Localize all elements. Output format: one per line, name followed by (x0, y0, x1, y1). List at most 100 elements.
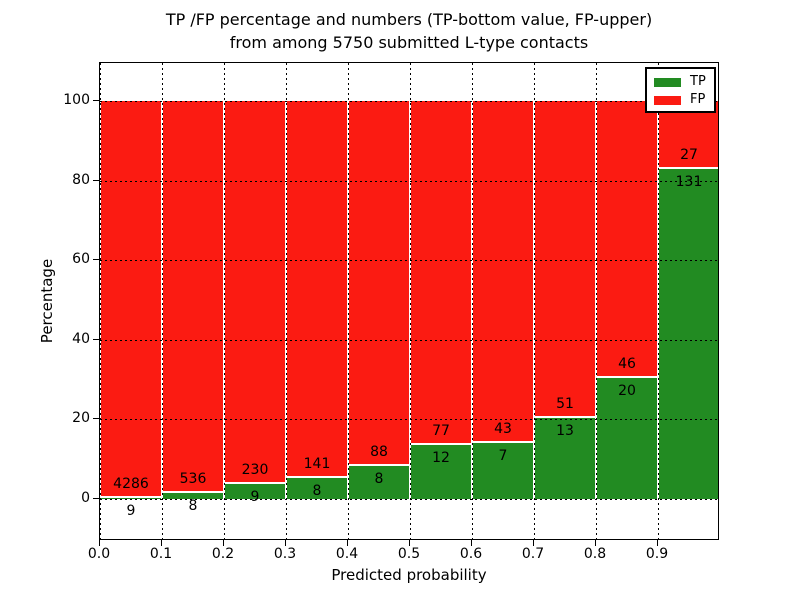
tp-bar-segment (473, 443, 533, 499)
x-tick-mark (471, 540, 472, 546)
fp-bar-segment (597, 101, 657, 377)
tp-count-label: 9 (126, 503, 136, 520)
y-gridline (100, 419, 718, 421)
y-tick-mark (93, 100, 99, 101)
plot-area: 4286 9 536 8 230 9 141 8 88 8 77 12 43 7 51 13 46 20 27 131 (99, 62, 719, 540)
plot-inner: 4286 9 536 8 230 9 141 8 88 8 77 12 43 7 51 13 46 20 27 131 (100, 63, 718, 539)
fp-count-label: 43 (494, 421, 512, 438)
y-tick-label: 60 (72, 251, 90, 268)
tp-bar-segment (101, 498, 161, 499)
y-gridline (100, 260, 718, 262)
x-gridline (472, 63, 473, 539)
fp-bar-segment (163, 101, 223, 492)
tp-bar-segment (163, 493, 223, 499)
legend-entry-fp: FP (654, 92, 714, 108)
y-tick-mark (93, 338, 99, 340)
fp-bar-segment (101, 101, 161, 497)
x-tick-label: 0.0 (87, 546, 111, 562)
x-tick-label: 0.2 (211, 546, 235, 562)
x-tick-label: 0.4 (335, 546, 359, 562)
y-tick-mark (93, 259, 99, 261)
x-tick-mark (595, 540, 596, 546)
fp-legend-swatch-icon (654, 95, 681, 105)
x-gridline (348, 63, 349, 539)
x-tick-mark (161, 540, 162, 546)
tp-bar-segment (659, 169, 718, 499)
x-tick-label: 0.9 (645, 546, 669, 562)
tp-bar-segment (411, 445, 471, 499)
x-tick-mark (99, 540, 100, 546)
x-tick-mark (347, 540, 348, 546)
tp-count-label: 12 (432, 450, 450, 467)
y-gridline (100, 101, 718, 102)
chart-title-line2: from among 5750 submitted L-type contact… (229, 33, 589, 52)
x-tick-label: 0.8 (583, 546, 607, 562)
fp-bar-segment (225, 101, 285, 482)
x-tick-label: 0.6 (459, 546, 483, 562)
x-gridline (224, 63, 225, 539)
tp-bar-segment (535, 418, 595, 499)
tp-bar-segment (597, 378, 657, 499)
x-tick-label: 0.3 (273, 546, 297, 562)
tp-count-label: 8 (188, 498, 198, 515)
fp-bar-segment (349, 101, 409, 464)
y-tick-mark (93, 498, 99, 499)
x-gridline (658, 63, 659, 539)
fp-bar-segment (287, 101, 347, 476)
x-tick-mark (285, 540, 286, 546)
tp-count-label: 8 (312, 482, 322, 499)
y-gridline (100, 499, 718, 500)
y-tick-label: 100 (63, 92, 90, 108)
x-gridline (100, 63, 101, 539)
x-gridline (534, 63, 535, 539)
fp-count-label: 46 (618, 356, 636, 373)
x-tick-mark (533, 540, 534, 546)
fp-count-label: 88 (370, 443, 388, 460)
fp-bar-segment (473, 101, 533, 442)
tp-count-label: 9 (250, 489, 260, 505)
tp-count-label: 20 (618, 383, 636, 400)
x-gridline (410, 63, 411, 539)
fp-count-label: 51 (556, 396, 574, 413)
fp-count-label: 27 (680, 147, 698, 163)
x-axis-label: Predicted probability (331, 566, 487, 584)
x-tick-mark (657, 540, 658, 546)
y-tick-mark (93, 418, 99, 420)
fp-bar-segment (411, 101, 471, 444)
x-tick-mark (409, 540, 410, 546)
x-gridline (286, 63, 287, 539)
x-tick-mark (223, 540, 224, 546)
x-tick-label: 0.7 (521, 546, 545, 562)
y-tick-label: 40 (72, 330, 90, 347)
y-tick-label: 20 (72, 410, 90, 427)
legend: TP FP (645, 67, 716, 113)
fp-count-label: 77 (432, 423, 450, 440)
tp-bar-segment (225, 484, 285, 499)
tp-count-label: 13 (556, 423, 574, 440)
tp-bar-segment (349, 465, 409, 499)
x-tick-label: 0.1 (149, 546, 173, 562)
y-tick-mark (93, 179, 99, 181)
tp-legend-swatch-icon (654, 77, 681, 87)
tp-count-label: 8 (374, 470, 384, 487)
tp-bar-segment (287, 477, 347, 499)
x-gridline (596, 63, 597, 539)
y-gridline (100, 339, 718, 341)
tp-count-label: 7 (498, 448, 508, 465)
x-tick-label: 0.5 (397, 546, 421, 562)
y-gridline (100, 180, 718, 182)
fp-count-label: 141 (303, 455, 331, 472)
fp-legend-label: FP (690, 92, 706, 107)
fp-count-label: 230 (241, 462, 269, 478)
chart-title-line1: TP /FP percentage and numbers (TP-bottom… (165, 10, 653, 29)
chart-title: TP /FP percentage and numbers (TP-bottom… (99, 8, 719, 54)
tp-count-label: 131 (675, 174, 703, 190)
tp-legend-label: TP (690, 74, 706, 89)
legend-entry-tp: TP (654, 74, 714, 90)
fp-bar-segment (535, 101, 595, 417)
y-tick-label: 80 (72, 171, 90, 188)
x-gridline (162, 63, 163, 539)
fp-count-label: 4286 (113, 476, 149, 493)
fp-count-label: 536 (179, 471, 207, 488)
